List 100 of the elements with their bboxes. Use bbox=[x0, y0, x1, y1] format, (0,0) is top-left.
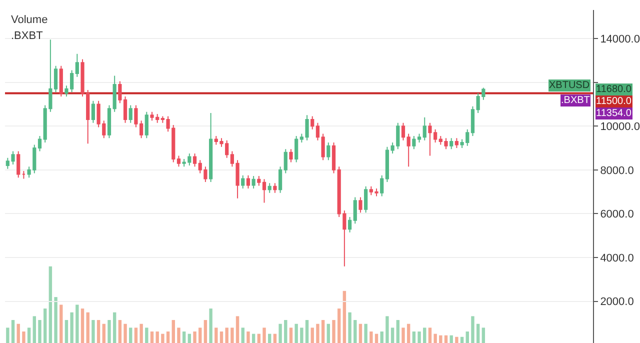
bar bbox=[156, 332, 159, 343]
bar bbox=[182, 332, 186, 343]
y-tick-label: 14000.0 bbox=[600, 33, 640, 46]
candlestick bbox=[284, 148, 288, 174]
candlestick bbox=[107, 104, 112, 139]
bar bbox=[6, 328, 10, 343]
bar bbox=[172, 320, 175, 343]
candlestick bbox=[192, 153, 197, 168]
bar bbox=[177, 328, 180, 343]
bar bbox=[27, 328, 31, 343]
candlestick bbox=[246, 174, 250, 190]
bar bbox=[112, 312, 116, 343]
bar bbox=[434, 334, 437, 343]
bar bbox=[444, 335, 448, 343]
bar bbox=[294, 324, 298, 343]
bar bbox=[273, 334, 277, 343]
bar bbox=[337, 308, 341, 343]
bar bbox=[471, 316, 474, 343]
bar bbox=[428, 328, 432, 343]
bar bbox=[326, 324, 330, 343]
bar bbox=[402, 328, 405, 343]
candlestick bbox=[38, 135, 42, 152]
candlestick bbox=[128, 104, 132, 124]
bar bbox=[348, 312, 352, 343]
y-tick-label: 2000.0 bbox=[600, 296, 634, 308]
candlestick bbox=[294, 135, 298, 163]
candlestick bbox=[412, 135, 416, 150]
bar bbox=[204, 320, 208, 343]
bar bbox=[466, 332, 469, 343]
bar bbox=[406, 324, 410, 343]
bar bbox=[76, 304, 79, 343]
candlestick bbox=[422, 116, 426, 141]
y-tick-label: 6000.0 bbox=[600, 208, 634, 221]
candlestick bbox=[241, 174, 245, 190]
bar bbox=[390, 328, 394, 343]
candlestick bbox=[123, 96, 128, 124]
bar bbox=[358, 324, 362, 343]
candlestick bbox=[208, 112, 213, 182]
bar bbox=[386, 316, 389, 343]
candlestick bbox=[450, 138, 454, 150]
bar bbox=[246, 332, 250, 343]
text: 11354.0 bbox=[596, 108, 632, 119]
bar bbox=[60, 304, 63, 343]
ref-line-label: 11500.0 bbox=[596, 96, 632, 107]
bar bbox=[188, 334, 192, 343]
bar bbox=[332, 320, 336, 343]
bar bbox=[396, 320, 400, 343]
annotation: 11680.0 bbox=[596, 84, 632, 95]
bar bbox=[64, 320, 68, 343]
bar bbox=[92, 320, 95, 343]
bar bbox=[38, 320, 42, 343]
bar bbox=[321, 320, 325, 343]
candlestick bbox=[91, 100, 96, 124]
bar bbox=[11, 320, 15, 343]
bar bbox=[482, 328, 486, 343]
bar bbox=[241, 328, 244, 343]
bar bbox=[16, 324, 20, 343]
candlestick bbox=[289, 148, 293, 163]
bar bbox=[102, 324, 106, 343]
bar bbox=[252, 334, 256, 343]
bar bbox=[370, 332, 373, 343]
candlestick bbox=[406, 133, 410, 168]
candlestick bbox=[112, 75, 116, 112]
candlestick bbox=[454, 138, 458, 149]
bar bbox=[418, 332, 421, 343]
candlestick bbox=[332, 142, 336, 174]
y-tick-label: 8000.0 bbox=[600, 164, 634, 177]
candlestick bbox=[326, 142, 330, 161]
bar bbox=[439, 335, 442, 343]
bar bbox=[236, 316, 240, 343]
candlestick bbox=[252, 176, 256, 190]
chart-title: Volume bbox=[11, 14, 48, 26]
bar bbox=[380, 332, 384, 343]
bar bbox=[198, 328, 202, 343]
candlestick bbox=[75, 53, 79, 78]
bar bbox=[278, 324, 282, 343]
candlestick bbox=[273, 182, 277, 194]
candlestick bbox=[310, 116, 314, 130]
bar bbox=[476, 324, 480, 343]
candlestick bbox=[262, 178, 266, 204]
bar bbox=[209, 308, 212, 343]
bar bbox=[268, 334, 272, 343]
bar bbox=[225, 328, 228, 343]
bar bbox=[284, 320, 288, 343]
y-tick-label: 10000.0 bbox=[600, 120, 640, 133]
bar bbox=[86, 312, 90, 343]
text: .BXBT bbox=[11, 30, 44, 42]
bar bbox=[300, 328, 304, 343]
candlestick bbox=[16, 150, 20, 178]
bar bbox=[455, 336, 458, 343]
bar bbox=[460, 336, 464, 343]
bar bbox=[118, 320, 122, 343]
bar bbox=[230, 328, 234, 343]
candlestick bbox=[278, 166, 282, 194]
bar bbox=[450, 335, 453, 343]
candlestick bbox=[470, 106, 475, 136]
bar bbox=[134, 328, 138, 343]
bar bbox=[80, 308, 84, 343]
bar bbox=[32, 316, 36, 343]
bar bbox=[150, 332, 154, 343]
